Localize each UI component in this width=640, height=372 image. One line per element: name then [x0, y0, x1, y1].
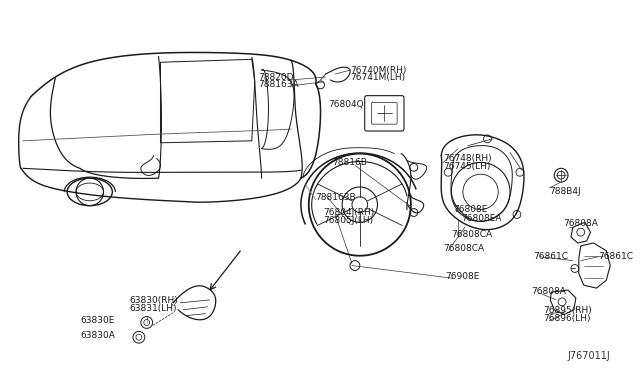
Text: 78820D: 78820D: [259, 73, 294, 81]
Text: 63830E: 63830E: [80, 316, 115, 325]
Text: 76804Q: 76804Q: [328, 100, 364, 109]
Text: 76805J(LH): 76805J(LH): [323, 216, 374, 225]
Text: 76740M(RH): 76740M(RH): [350, 65, 406, 75]
Text: 76861C: 76861C: [534, 252, 568, 261]
Text: 76748(RH): 76748(RH): [444, 154, 492, 163]
Text: 76808CA: 76808CA: [444, 244, 484, 253]
Text: 63831(LH): 63831(LH): [129, 304, 177, 313]
Text: 76861C: 76861C: [598, 252, 634, 261]
Text: 788B4J: 788B4J: [549, 187, 581, 196]
Text: 788163A: 788163A: [259, 80, 300, 89]
Text: 76745(LH): 76745(LH): [444, 162, 491, 171]
Text: 76808EA: 76808EA: [461, 214, 502, 223]
Text: 63830A: 63830A: [80, 331, 115, 340]
Text: 76808A: 76808A: [532, 286, 566, 296]
Text: 76896(LH): 76896(LH): [543, 314, 591, 323]
Text: J767011J: J767011J: [568, 351, 610, 361]
Text: 76908E: 76908E: [445, 272, 479, 281]
Text: 76808CA: 76808CA: [451, 230, 492, 238]
Text: 63830(RH): 63830(RH): [129, 296, 178, 305]
Text: 76804J(RH): 76804J(RH): [323, 208, 375, 217]
Text: 76895(RH): 76895(RH): [543, 306, 592, 315]
Text: 76808A: 76808A: [563, 219, 598, 228]
Text: 76808E: 76808E: [453, 205, 488, 214]
Text: 78816B: 78816B: [332, 158, 367, 167]
Text: 788163B: 788163B: [316, 193, 356, 202]
Text: 76741M(LH): 76741M(LH): [350, 74, 405, 83]
